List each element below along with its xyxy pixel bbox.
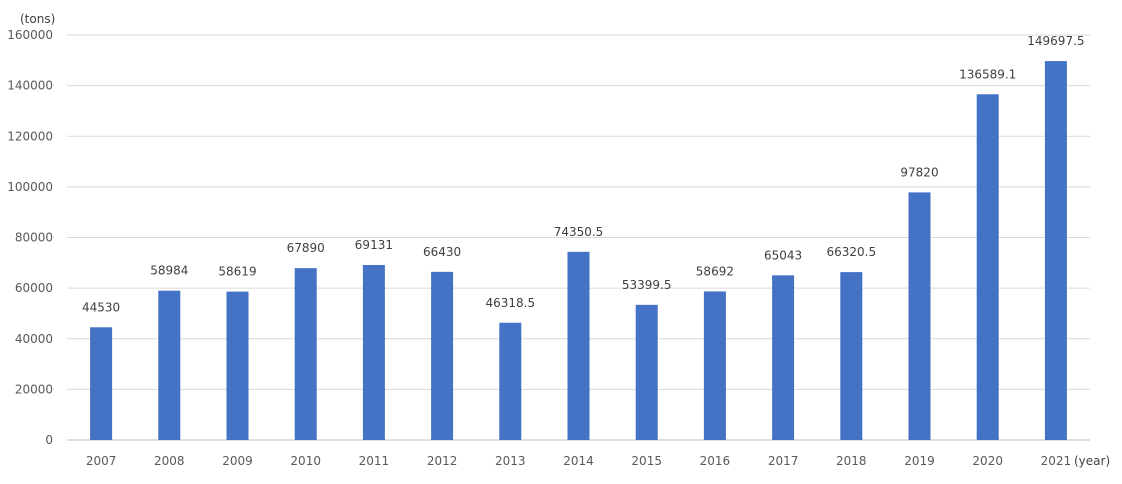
data-label-2021: 149697.5 xyxy=(1027,34,1084,48)
y-tick-label: 20000 xyxy=(15,382,53,396)
bar-2008 xyxy=(158,290,181,440)
bar-2019 xyxy=(908,192,931,440)
y-tick-label: 0 xyxy=(45,433,53,447)
y-tick-label: 40000 xyxy=(15,332,53,346)
data-label-2010: 67890 xyxy=(287,241,325,255)
data-label-2009: 58619 xyxy=(218,265,256,279)
bar-2010 xyxy=(294,268,317,440)
data-label-2017: 65043 xyxy=(764,248,802,262)
bar-2021 xyxy=(1044,61,1067,441)
data-label-2016: 58692 xyxy=(696,264,734,278)
bar-2016 xyxy=(703,291,726,440)
x-tick-label-2012: 2012 xyxy=(427,454,458,468)
y-axis-unit-label: (tons) xyxy=(20,12,55,26)
y-tick-label: 80000 xyxy=(15,231,53,245)
x-tick-label-2013: 2013 xyxy=(495,454,526,468)
data-label-2018: 66320.5 xyxy=(826,245,876,259)
bar-2017 xyxy=(772,275,795,440)
x-tick-label-2008: 2008 xyxy=(154,454,185,468)
bar-2011 xyxy=(362,265,385,440)
data-label-2020: 136589.1 xyxy=(959,67,1016,81)
x-tick-label-2021: 2021 xyxy=(1041,454,1072,468)
data-label-2014: 74350.5 xyxy=(554,225,604,239)
bar-2012 xyxy=(431,271,454,440)
x-tick-label-2011: 2011 xyxy=(359,454,390,468)
x-axis-unit-label: (year) xyxy=(1074,454,1110,468)
x-tick-label-2015: 2015 xyxy=(631,454,662,468)
y-axis-ticks: 0 20000 40000 60000 80000 100000 120000 140000 1… xyxy=(7,28,53,447)
data-label-2015: 53399.5 xyxy=(622,278,672,292)
bar-2015 xyxy=(635,304,658,440)
x-tick-label-2014: 2014 xyxy=(563,454,594,468)
x-tick-label-2016: 2016 xyxy=(700,454,731,468)
y-tick-label: 100000 xyxy=(7,180,53,194)
x-axis-ticks: 2007 2008 2009 2010 2011 2012 2013 2014 2015 2016… xyxy=(86,454,1071,468)
data-label-2019: 97820 xyxy=(900,165,938,179)
data-label-2007: 44530 xyxy=(82,300,120,314)
bar-2013 xyxy=(499,322,522,440)
data-labels: 44530 58984 58619 67890 69131 66430 46318.5 743… xyxy=(82,34,1085,314)
bars xyxy=(90,61,1067,441)
bar-2020 xyxy=(976,94,999,440)
x-tick-label-2009: 2009 xyxy=(222,454,253,468)
y-tick-label: 120000 xyxy=(7,129,53,143)
bar-2007 xyxy=(90,327,113,440)
y-tick-label: 160000 xyxy=(7,28,53,42)
y-tick-label: 60000 xyxy=(15,281,53,295)
data-label-2012: 66430 xyxy=(423,245,461,259)
x-tick-label-2020: 2020 xyxy=(972,454,1003,468)
bar-2009 xyxy=(226,291,249,440)
data-label-2008: 58984 xyxy=(150,264,188,278)
x-tick-label-2019: 2019 xyxy=(904,454,935,468)
y-tick-label: 140000 xyxy=(7,79,53,93)
x-tick-label-2018: 2018 xyxy=(836,454,867,468)
data-label-2013: 46318.5 xyxy=(485,296,535,310)
x-tick-label-2010: 2010 xyxy=(290,454,321,468)
data-label-2011: 69131 xyxy=(355,238,393,252)
x-tick-label-2017: 2017 xyxy=(768,454,799,468)
bar-2014 xyxy=(567,251,590,440)
bar-2018 xyxy=(840,272,863,440)
x-tick-label-2007: 2007 xyxy=(86,454,117,468)
